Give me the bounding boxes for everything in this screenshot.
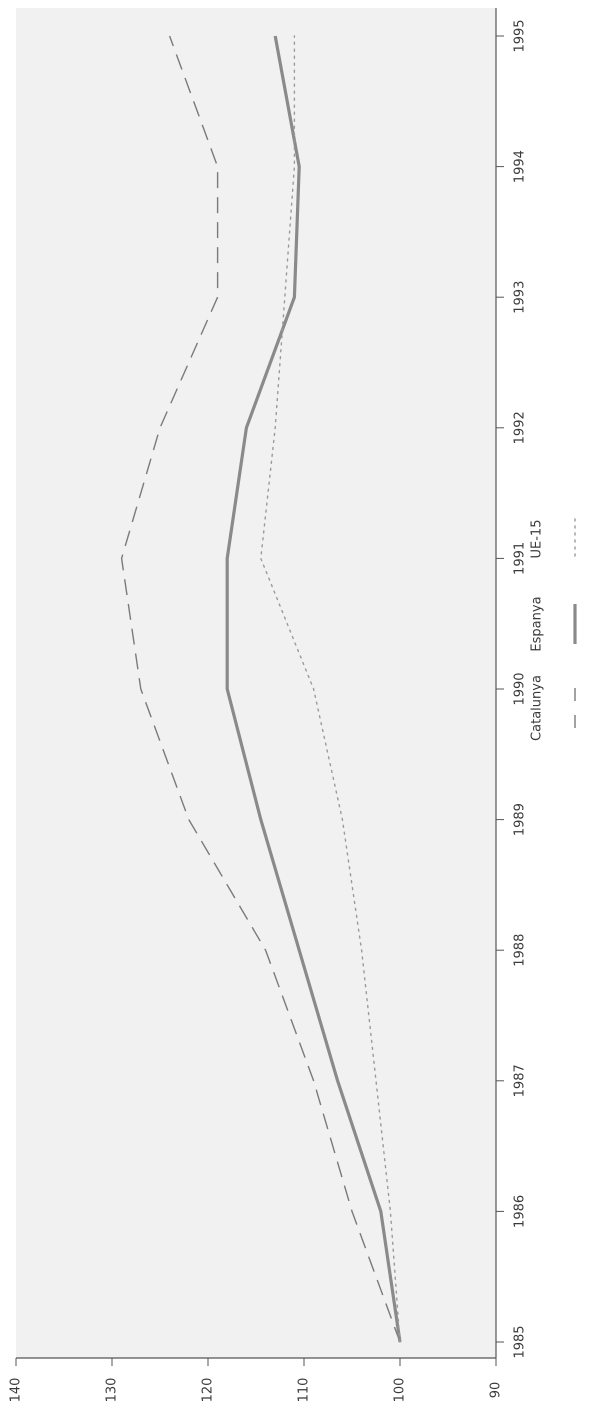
year-tick-label: 1989	[513, 803, 528, 836]
year-tick-label: 1988	[513, 934, 528, 967]
year-tick-label: 1994	[513, 150, 528, 183]
legend-label: Catalunya	[530, 675, 545, 741]
value-tick-label: 90	[489, 1382, 504, 1399]
value-tick-label: 120	[201, 1378, 216, 1403]
legend: Catalunya Espanya UE-15	[530, 519, 576, 741]
year-tick-label: 1995	[513, 19, 528, 52]
legend-label: Espanya	[530, 596, 545, 651]
value-tick-label: 100	[393, 1378, 408, 1403]
value-tick-label: 130	[105, 1378, 120, 1403]
year-tick-label: 1987	[513, 1064, 528, 1097]
value-tick-label: 110	[297, 1378, 312, 1403]
year-tick-label: 1990	[513, 672, 528, 705]
plot-background	[16, 8, 496, 1358]
value-tick-label: 140	[9, 1378, 24, 1403]
year-tick-label: 1986	[513, 1195, 528, 1228]
year-tick-label: 1985	[513, 1325, 528, 1358]
year-tick-label: 1992	[513, 411, 528, 444]
year-tick-label: 1993	[513, 281, 528, 314]
year-tick-label: 1991	[513, 542, 528, 575]
legend-label: UE-15	[530, 520, 545, 559]
